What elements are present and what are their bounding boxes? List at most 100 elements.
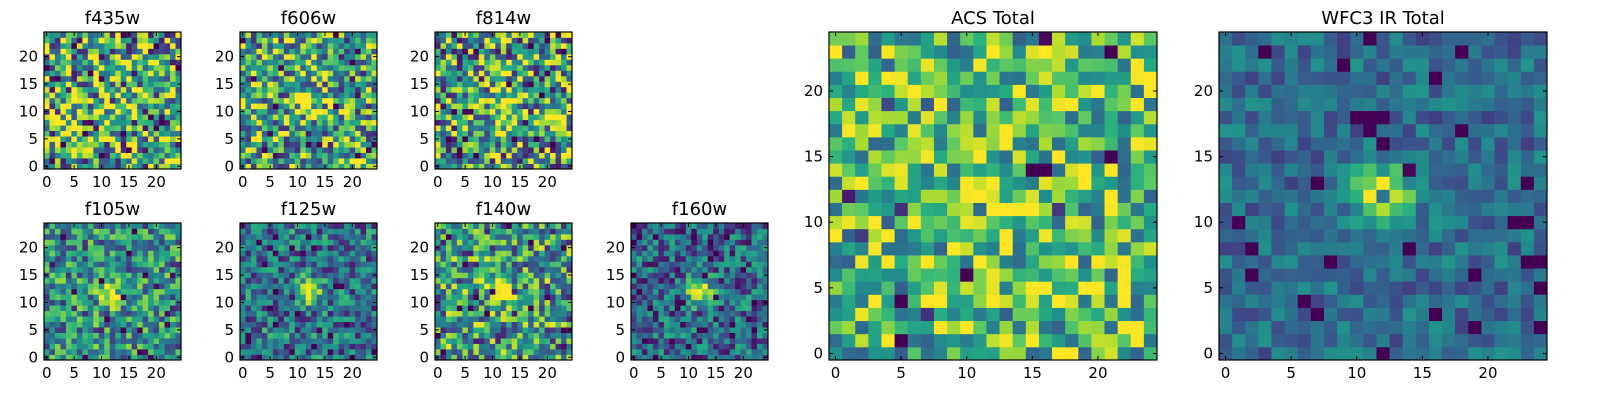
- heatmap-pixel: [65, 228, 72, 235]
- heatmap-pixel: [1104, 333, 1119, 348]
- heatmap-pixel: [663, 299, 670, 306]
- heatmap-pixel: [506, 283, 513, 290]
- heatmap-pixel: [164, 349, 171, 355]
- heatmap-pixel: [663, 261, 670, 268]
- heatmap-pixel: [960, 333, 974, 348]
- heatmap-pixel: [522, 343, 529, 350]
- heatmap-pixel: [658, 250, 665, 257]
- heatmap-pixel: [272, 59, 279, 66]
- heatmap-pixel: [148, 250, 154, 257]
- heatmap-pixel: [517, 37, 524, 44]
- heatmap-pixel: [338, 310, 345, 317]
- heatmap-pixel: [164, 70, 171, 77]
- heatmap-pixel: [960, 346, 974, 361]
- heatmap-pixel: [933, 294, 948, 308]
- heatmap-pixel: [467, 32, 474, 38]
- heatmap-pixel: [245, 305, 252, 312]
- heatmap-pixel: [511, 70, 518, 77]
- heatmap-pixel: [153, 86, 160, 93]
- heatmap-pixel: [289, 223, 296, 229]
- heatmap-pixel: [164, 147, 171, 153]
- y-tick-label: 20: [19, 239, 38, 257]
- heatmap-pixel: [528, 37, 535, 44]
- heatmap-pixel: [87, 239, 94, 246]
- heatmap-pixel: [729, 283, 736, 290]
- heatmap-pixel: [933, 333, 948, 348]
- heatmap-pixel: [451, 305, 458, 312]
- heatmap-pixel: [489, 59, 496, 66]
- heatmap-pixel: [126, 152, 133, 159]
- heatmap-pixel: [148, 244, 154, 251]
- heatmap-pixel: [484, 32, 491, 38]
- heatmap-pixel: [240, 158, 246, 164]
- axes-frame: [630, 222, 769, 361]
- heatmap-pixel: [82, 321, 89, 328]
- heatmap-pixel: [456, 103, 463, 110]
- heatmap-pixel: [355, 42, 361, 49]
- heatmap-pixel: [528, 277, 535, 284]
- heatmap-pixel: [44, 255, 50, 262]
- heatmap-pixel: [829, 202, 843, 217]
- heatmap-pixel: [60, 283, 67, 290]
- heatmap-pixel: [115, 299, 122, 306]
- heatmap-pixel: [718, 223, 725, 229]
- heatmap-pixel: [322, 37, 329, 44]
- heatmap-pixel: [355, 294, 361, 301]
- heatmap-pixel: [751, 316, 758, 323]
- heatmap-pixel: [148, 53, 154, 60]
- heatmap-pixel: [49, 158, 56, 164]
- heatmap-pixel: [126, 338, 133, 344]
- heatmap-pixel: [278, 294, 285, 301]
- heatmap-pixel: [126, 233, 133, 240]
- heatmap-pixel: [829, 189, 843, 203]
- heatmap-pixel: [522, 294, 529, 301]
- heatmap-pixel: [76, 338, 83, 344]
- heatmap-pixel: [87, 349, 94, 355]
- heatmap-pixel: [71, 283, 78, 290]
- heatmap-pixel: [142, 343, 149, 350]
- heatmap-pixel: [71, 125, 78, 132]
- heatmap-pixel: [539, 305, 545, 312]
- heatmap-pixel: [467, 136, 474, 142]
- heatmap-pixel: [920, 281, 935, 295]
- heatmap-pixel: [272, 343, 279, 350]
- heatmap-pixel: [440, 316, 447, 323]
- heatmap-pixel: [735, 250, 741, 257]
- heatmap-pixel: [907, 320, 922, 335]
- heatmap-pixel: [153, 327, 160, 333]
- heatmap-pixel: [44, 125, 50, 132]
- heatmap-pixel: [489, 349, 496, 355]
- heatmap-pixel: [360, 233, 367, 240]
- heatmap-pixel: [652, 266, 659, 273]
- heatmap-pixel: [1078, 228, 1092, 243]
- heatmap-pixel: [327, 32, 334, 38]
- heatmap-pixel: [729, 272, 736, 279]
- heatmap-pixel: [746, 223, 752, 229]
- heatmap-pixel: [245, 288, 252, 295]
- heatmap-pixel: [366, 141, 372, 148]
- heatmap-pixel: [484, 136, 491, 142]
- heatmap-pixel: [93, 283, 100, 290]
- heatmap-pixel: [445, 97, 452, 104]
- heatmap-pixel: [131, 119, 138, 126]
- heatmap-pixel: [842, 346, 856, 361]
- heatmap-pixel: [462, 125, 469, 132]
- heatmap-pixel: [718, 354, 725, 361]
- heatmap-pixel: [175, 250, 182, 257]
- heatmap-pixel: [98, 349, 105, 355]
- heatmap-pixel: [137, 272, 144, 279]
- heatmap-pixel: [87, 321, 94, 328]
- y-tick-label: 10: [19, 293, 38, 311]
- heatmap-image: [44, 32, 182, 170]
- heatmap-pixel: [724, 299, 731, 306]
- heatmap-pixel: [456, 266, 463, 273]
- heatmap-pixel: [272, 310, 279, 317]
- heatmap-pixel: [294, 70, 301, 77]
- heatmap-pixel: [272, 53, 279, 60]
- heatmap-pixel: [566, 158, 573, 164]
- heatmap-pixel: [707, 354, 714, 361]
- heatmap-pixel: [305, 261, 312, 268]
- heatmap-pixel: [440, 310, 447, 317]
- heatmap-pixel: [153, 147, 160, 153]
- heatmap-pixel: [349, 316, 356, 323]
